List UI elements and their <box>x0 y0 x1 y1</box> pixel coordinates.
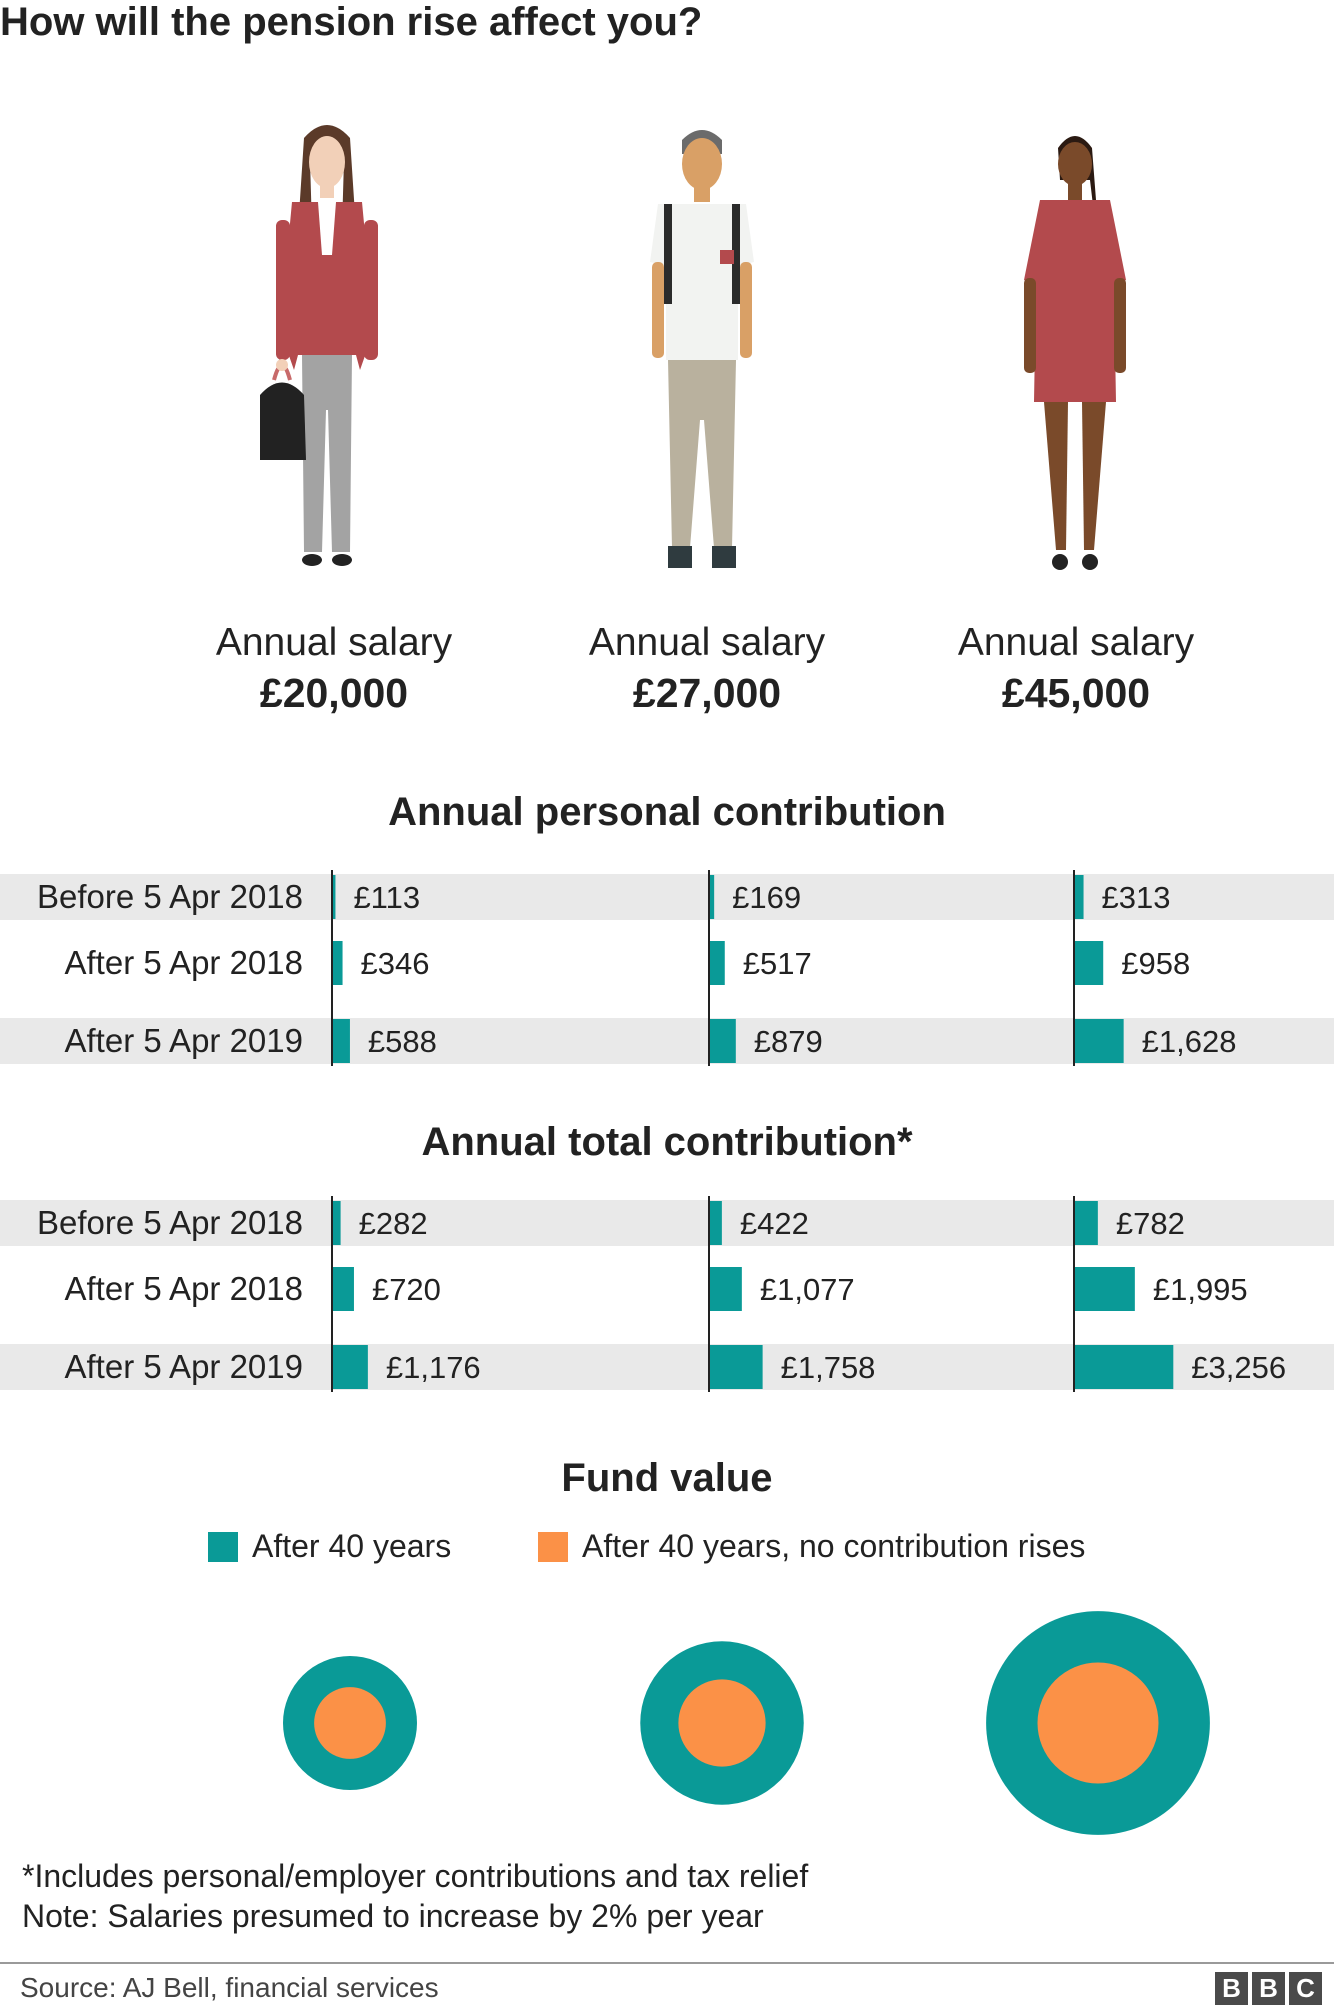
contribution-bar <box>709 875 715 919</box>
fund-bubble-no-rises <box>678 1679 766 1767</box>
contribution-bar <box>1074 1345 1174 1389</box>
contribution-bar <box>1074 1019 1124 1063</box>
value-label: £1,077 <box>760 1272 855 1307</box>
row-label: After 5 Apr 2018 <box>65 944 304 981</box>
value-label: £313 <box>1102 880 1171 915</box>
teal-swatch <box>208 1531 238 1562</box>
orange-swatch <box>538 1531 568 1562</box>
value-label: £282 <box>359 1206 428 1241</box>
value-label: £588 <box>368 1024 437 1059</box>
value-label: £517 <box>743 946 812 981</box>
value-label: £3,256 <box>1191 1350 1286 1385</box>
fund-bubble-no-rises <box>314 1687 386 1759</box>
row-label: Before 5 Apr 2018 <box>37 1204 303 1241</box>
salary-label: Annual salary <box>215 621 453 664</box>
contribution-bar <box>709 1201 722 1245</box>
row-label: After 5 Apr 2018 <box>65 1270 304 1307</box>
value-label: £422 <box>740 1206 809 1241</box>
contribution-bar <box>332 941 343 985</box>
value-label: £1,628 <box>1142 1024 1237 1059</box>
total-contribution-chart: Before 5 Apr 2018 After 5 Apr 2018 After 5… <box>0 1196 1334 1392</box>
contribution-bar <box>1074 1267 1135 1311</box>
contribution-bar <box>1074 875 1084 919</box>
legend-label: After 40 years, no contribution rises <box>582 1528 1086 1564</box>
bbc-logo-letter: B <box>1215 1972 1248 2005</box>
fund-value-title: Fund value <box>561 1456 773 1500</box>
salary-value: £27,000 <box>632 670 782 716</box>
contribution-bar <box>332 875 336 919</box>
salary-label: Annual salary <box>957 621 1195 664</box>
salary-block-1: Annual salary £20,000 <box>164 618 504 718</box>
contribution-bar <box>332 1267 354 1311</box>
bbc-logo-letter: C <box>1289 1972 1322 2005</box>
contribution-bar <box>332 1201 341 1245</box>
shaded-row <box>0 874 1334 920</box>
bbc-logo-letter: B <box>1252 1972 1285 2005</box>
shaded-row <box>0 1200 1334 1246</box>
total-contribution-title: Annual total contribution* <box>421 1120 913 1164</box>
salary-value: £45,000 <box>1001 670 1151 716</box>
value-label: £113 <box>353 880 420 915</box>
contribution-bar <box>709 941 725 985</box>
fund-bubble-no-rises <box>1037 1662 1159 1784</box>
salary-value: £20,000 <box>259 670 409 716</box>
contribution-bar <box>332 1019 350 1063</box>
value-label: £346 <box>361 946 430 981</box>
legend-label: After 40 years <box>252 1528 452 1564</box>
salary-label: Annual salary <box>588 621 826 664</box>
footnote-contributions: *Includes personal/employer contribution… <box>22 1858 809 1894</box>
contribution-bar <box>709 1345 763 1389</box>
value-label: £720 <box>372 1272 441 1307</box>
personal-contribution-title: Annual personal contribution <box>388 790 946 834</box>
footer-divider <box>0 1962 1334 1964</box>
source-credit: Source: AJ Bell, financial services <box>20 1972 439 2003</box>
value-label: £1,995 <box>1153 1272 1248 1307</box>
row-label: After 5 Apr 2019 <box>65 1348 304 1385</box>
fund-value-chart <box>283 1611 1210 1835</box>
bbc-logo: B B C <box>1215 1972 1322 2005</box>
value-label: £169 <box>732 880 801 915</box>
legend-item-no-rises: After 40 years, no contribution rises <box>538 1528 1085 1565</box>
man-with-backpack-icon <box>650 130 754 568</box>
salary-block-2: Annual salary £27,000 <box>537 618 877 718</box>
contribution-bar <box>1074 1201 1098 1245</box>
footnote-salaries: Note: Salaries presumed to increase by 2… <box>22 1898 764 1934</box>
salary-block-3: Annual salary £45,000 <box>906 618 1246 718</box>
woman-with-handbag-icon <box>260 125 378 566</box>
value-label: £879 <box>754 1024 823 1059</box>
row-label: After 5 Apr 2019 <box>65 1022 304 1059</box>
contribution-bar <box>709 1267 742 1311</box>
contribution-bar <box>1074 941 1104 985</box>
row-label: Before 5 Apr 2018 <box>37 878 303 915</box>
woman-in-dress-icon <box>1024 136 1126 570</box>
contribution-bar <box>332 1345 368 1389</box>
value-label: £782 <box>1116 1206 1185 1241</box>
contribution-bar <box>709 1019 736 1063</box>
value-label: £958 <box>1121 946 1190 981</box>
legend-item-after-40-years: After 40 years <box>208 1528 451 1565</box>
value-label: £1,176 <box>386 1350 481 1385</box>
value-label: £1,758 <box>781 1350 876 1385</box>
personal-contribution-chart: Before 5 Apr 2018 After 5 Apr 2018 After 5… <box>0 870 1334 1066</box>
page-title: How will the pension rise affect you? <box>0 0 703 44</box>
